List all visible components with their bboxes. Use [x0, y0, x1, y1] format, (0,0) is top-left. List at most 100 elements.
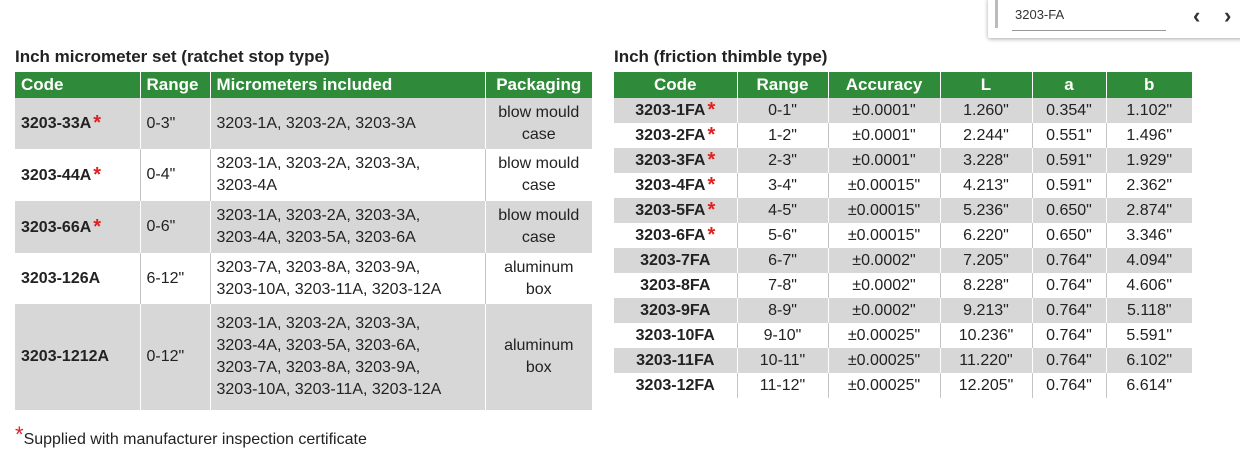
- certificate-mark: *: [707, 124, 716, 146]
- next-button[interactable]: ›: [1224, 3, 1232, 28]
- code: 3203-9FA: [640, 302, 711, 319]
- range-cell: 8-9": [737, 298, 829, 323]
- footnote-mark: *: [15, 422, 24, 447]
- code: 3203-33A: [21, 115, 92, 132]
- table-row: 3203-8FA 7-8" ±0.0002" 8.228" 0.764" 4.606": [614, 273, 1192, 298]
- code: 3203-4FA: [635, 177, 706, 194]
- table-row: 3203-1FA * 0-1" ±0.0001" 1.260" 0.354" 1.102": [614, 98, 1192, 123]
- code: 3203-126A: [21, 269, 101, 287]
- column-header: Range: [737, 72, 829, 98]
- range-cell: 6-7": [737, 248, 829, 273]
- left-table: Code Range Micrometers included Packaging 3…: [15, 72, 592, 410]
- accuracy-cell: ±0.00025": [828, 323, 941, 348]
- code-cell: 3203-8FA: [614, 273, 738, 298]
- b-cell: 2.874": [1106, 198, 1192, 223]
- search-box: 3203-FA ‹ ›: [988, 0, 1240, 38]
- b-cell: 5.118": [1106, 298, 1192, 323]
- header-row: Code Range Micrometers included Packaging: [15, 72, 592, 98]
- included-cell-line: 3203-4A, 3203-5A, 3203-6A: [216, 229, 416, 246]
- b-cell: 4.094": [1106, 248, 1192, 273]
- code-cell: 3203-66A *: [15, 201, 141, 253]
- accuracy-cell: ±0.0001": [828, 148, 941, 173]
- included-cell: 3203-1A, 3203-2A, 3203-3A, 3203-4A, 3203-…: [210, 304, 486, 410]
- included-cell-line: 3203-7A, 3203-8A, 3203-9A,: [216, 359, 421, 376]
- packaging-cell-line: blow mould: [498, 103, 580, 121]
- l-cell: 1.260": [940, 98, 1033, 123]
- range-cell: 0-1": [737, 98, 829, 123]
- table-row: 3203-12FA 11-12" ±0.00025" 12.205" 0.764" 6.6…: [614, 373, 1192, 398]
- prev-button[interactable]: ‹: [1193, 3, 1201, 28]
- code-cell: 3203-1212A: [15, 304, 141, 410]
- range-cell: 0-4": [140, 149, 211, 201]
- code: 3203-2FA: [635, 127, 706, 144]
- l-cell: 10.236": [940, 323, 1033, 348]
- range-cell: 7-8": [737, 273, 829, 298]
- included-cell-line: 3203-10A, 3203-11A, 3203-12A: [216, 280, 442, 298]
- code-cell: 3203-7FA: [614, 248, 738, 273]
- code: 3203-10FA: [635, 327, 715, 344]
- a-cell: 0.764": [1032, 323, 1107, 348]
- range-cell: 11-12": [737, 373, 829, 398]
- packaging-cell-line: aluminum: [504, 337, 574, 354]
- packaging-cell-line: case: [521, 177, 556, 194]
- certificate-mark: *: [707, 174, 716, 196]
- search-query[interactable]: 3203-FA: [1015, 7, 1065, 22]
- certificate-mark: *: [707, 199, 716, 221]
- a-cell: 0.591": [1032, 173, 1107, 198]
- accuracy-cell: ±0.0002": [828, 248, 941, 273]
- search-bar-edge: [995, 0, 998, 28]
- accuracy-cell: ±0.00025": [828, 348, 941, 373]
- included-cell: 3203-1A, 3203-2A, 3203-3A: [210, 98, 486, 149]
- a-cell: 0.650": [1032, 198, 1107, 223]
- certificate-mark: *: [707, 149, 716, 171]
- l-cell: 7.205": [940, 248, 1033, 273]
- code-cell: 3203-9FA: [614, 298, 738, 323]
- column-header: Accuracy: [828, 72, 941, 98]
- table-row: 3203-10FA 9-10" ±0.00025" 10.236" 0.764" 5.59…: [614, 323, 1192, 348]
- b-cell: 4.606": [1126, 277, 1173, 294]
- left-table-title: Inch micrometer set (ratchet stop type): [15, 47, 330, 66]
- code-cell: 3203-1FA *: [614, 98, 738, 123]
- accuracy-cell: ±0.00015": [828, 223, 941, 248]
- range-cell: 1-2": [737, 123, 829, 148]
- range-cell: 10-11": [737, 348, 829, 373]
- code: 3203-8FA: [640, 277, 711, 294]
- code: 3203-3FA: [635, 152, 706, 169]
- packaging-cell-line: case: [521, 125, 556, 143]
- range-cell: 9-10": [737, 323, 829, 348]
- l-cell: 6.220": [940, 223, 1033, 248]
- code: 3203-12FA: [635, 377, 715, 394]
- packaging-cell: blow mould case: [485, 98, 592, 149]
- table-body: 3203-1FA * 0-1" ±0.0001" 1.260" 0.354" 1.102" 3…: [614, 98, 1192, 398]
- b-cell: 6.102": [1106, 348, 1192, 373]
- table-body: 3203-33A * 0-3" 3203-1A, 3203-2A, 3203-3A bl…: [15, 98, 592, 410]
- l-cell: 4.213": [940, 173, 1033, 198]
- range-cell: 6-12": [140, 253, 211, 304]
- a-cell: 0.764": [1032, 298, 1107, 323]
- a-cell: 0.650": [1032, 223, 1107, 248]
- code-cell: 3203-126A: [15, 253, 141, 304]
- certificate-mark: *: [707, 99, 716, 121]
- l-cell: 11.220": [940, 348, 1033, 373]
- packaging-cell: aluminum box: [485, 304, 592, 410]
- included-cell: 3203-7A, 3203-8A, 3203-9A, 3203-10A, 3203…: [210, 253, 486, 304]
- b-cell: 5.591": [1126, 327, 1173, 344]
- packaging-cell-line: aluminum: [504, 258, 574, 276]
- l-cell: 8.228": [940, 273, 1033, 298]
- range-cell: 0-3": [140, 98, 211, 149]
- footnote: *Supplied with manufacturer inspection c…: [15, 422, 367, 449]
- range-cell: 0-12": [140, 304, 211, 410]
- b-cell: 1.496": [1126, 127, 1173, 144]
- code: 3203-1212A: [21, 348, 110, 365]
- packaging-cell: blow mould case: [485, 149, 592, 201]
- code: 3203-11FA: [636, 352, 715, 369]
- included-cell: 3203-1A, 3203-2A, 3203-3A, 3203-4A: [210, 149, 486, 201]
- packaging-cell-line: box: [525, 280, 552, 298]
- accuracy-cell: ±0.0002": [828, 273, 941, 298]
- code-cell: 3203-3FA *: [614, 148, 738, 173]
- table-row: 3203-6FA * 5-6" ±0.00015" 6.220" 0.650" 3.346": [614, 223, 1192, 248]
- a-cell: 0.764": [1032, 373, 1107, 398]
- table-row: 3203-5FA * 4-5" ±0.00015" 5.236" 0.650" 2.874": [614, 198, 1192, 223]
- footnote-text: Supplied with manufacturer inspection ce…: [23, 431, 367, 448]
